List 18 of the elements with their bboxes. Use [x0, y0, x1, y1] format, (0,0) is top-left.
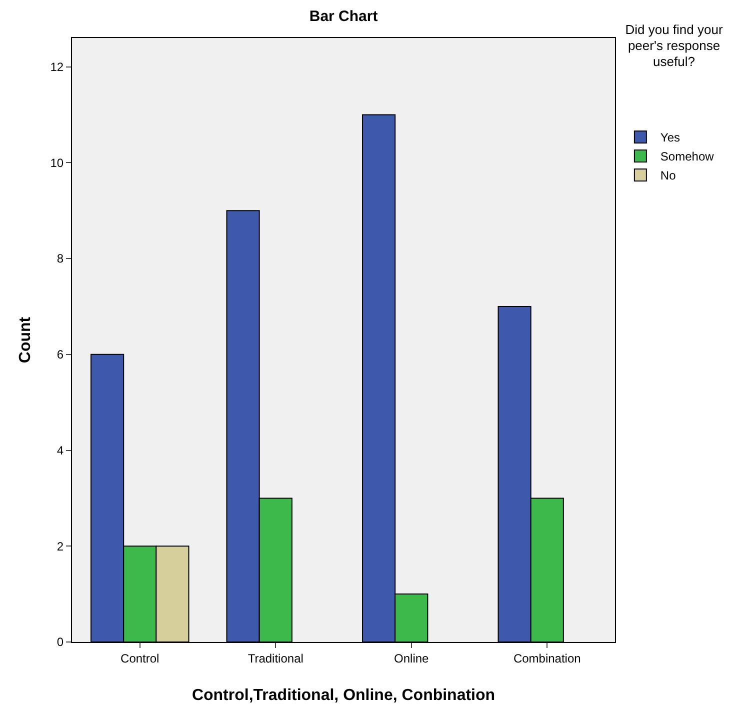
y-tick-label: 2 — [56, 539, 64, 554]
y-tick-label: 12 — [50, 60, 64, 74]
y-tick-label: 10 — [50, 156, 64, 170]
y-tick-label: 8 — [56, 252, 64, 266]
legend-label: Yes — [660, 130, 680, 145]
legend-label: No — [660, 168, 676, 183]
legend-label: Somehow — [660, 150, 714, 164]
y-tick-label: 0 — [56, 635, 64, 650]
y-tick-label: 4 — [56, 443, 64, 458]
x-tick-label: Combination — [513, 651, 581, 666]
chart-title: Bar Chart — [309, 8, 378, 26]
x-tick-label: Traditional — [248, 651, 304, 666]
x-axis-title: Control,Traditional, Online, Conbination — [192, 687, 496, 704]
y-tick-label: 6 — [56, 348, 64, 362]
y-axis-title: Count — [17, 316, 34, 364]
legend-title: Did you find your peer's response useful? — [624, 22, 724, 70]
x-tick-label: Online — [394, 651, 430, 666]
x-tick-label: Control — [120, 651, 160, 666]
